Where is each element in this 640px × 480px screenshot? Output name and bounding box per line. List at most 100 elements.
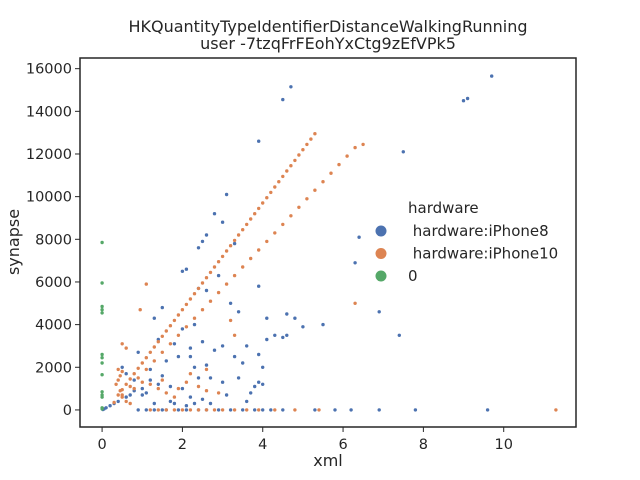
data-point-s1-35 [253,212,257,216]
x-tick-label-4: 8 [419,437,428,453]
data-point-s0-15 [184,267,189,271]
data-point-s0-78 [160,408,164,412]
data-point-s1-46 [297,153,301,157]
data-point-s0-34 [220,344,225,348]
data-point-s1-50 [313,132,317,136]
data-point-s1-13 [164,329,168,333]
data-point-s0-22 [293,316,297,320]
data-point-s0-29 [265,337,269,342]
data-point-s0-104 [216,273,221,278]
data-point-s0-96 [485,408,490,412]
data-point-s2-7 [100,361,104,365]
chart-subtitle: user -7tzqFrFEohYxCtg9zEfVPk5 [200,34,456,53]
chart-title: HKQuantityTypeIdentifierDistanceWalkingR… [128,17,527,36]
data-point-s2-11 [100,395,104,399]
data-point-s1-111 [204,408,209,412]
data-point-s0-37 [192,365,197,369]
data-point-s1-65 [232,273,237,278]
data-point-s1-45 [293,158,297,163]
legend: hardware hardware:iPhone8 hardware:iPhon… [375,199,558,285]
data-point-s0-59 [253,384,257,389]
data-points [100,74,558,412]
data-point-s1-121 [132,386,136,391]
data-point-s2-6 [100,356,104,360]
data-point-s1-89 [116,378,120,382]
data-point-s0-3 [461,99,466,103]
legend-label-0: hardware:iPhone8 [408,222,549,240]
data-point-s1-38 [265,196,269,200]
data-point-s1-27 [220,254,225,259]
y-tick-label-0: 0 [63,403,72,419]
data-point-s1-63 [216,290,221,295]
data-point-s1-81 [361,142,365,147]
data-point-s1-23 [204,276,209,280]
data-point-s0-23 [285,333,289,337]
data-point-s1-108 [180,408,185,412]
data-point-s0-91 [313,408,317,412]
data-point-s0-13 [357,235,361,239]
data-point-s0-71 [172,401,177,406]
legend-marker-0 [375,225,387,237]
data-point-s1-77 [329,171,333,175]
x-tick-label-3: 6 [338,437,347,453]
data-point-s0-110 [168,399,173,404]
data-point-s0-75 [136,408,140,412]
legend-marker-1 [375,248,387,259]
legend-label-2: 0 [408,267,418,285]
data-point-s1-8 [144,356,148,360]
data-point-s0-102 [164,359,168,363]
data-point-s1-36 [257,206,261,211]
data-point-s0-32 [188,346,193,350]
y-tick-label-6: 12000 [26,147,72,163]
data-point-s1-69 [265,239,269,244]
data-point-s1-128 [204,367,209,372]
data-point-s0-60 [257,380,261,384]
x-tick-label-0: 0 [97,437,106,453]
data-point-s1-49 [309,137,313,141]
data-point-s0-44 [124,372,128,376]
data-point-s1-119 [317,408,321,412]
data-point-s1-41 [277,180,281,184]
data-point-s0-93 [349,408,353,412]
data-point-s0-52 [140,393,144,397]
data-point-s0-18 [204,288,209,293]
y-axis-ticks: 0 2000 4000 6000 8000 10000 12000 14000 16000 [26,62,80,419]
data-point-s1-64 [224,282,229,286]
data-point-s1-94 [128,401,132,406]
data-point-s1-54 [144,367,148,372]
data-point-s0-47 [160,374,164,378]
y-tick-label-1: 2000 [35,360,72,376]
data-point-s1-125 [216,391,221,395]
data-point-s1-87 [120,369,124,374]
data-point-s0-85 [228,408,233,412]
data-point-s0-54 [200,397,205,401]
data-point-s1-14 [168,324,173,328]
data-point-s0-8 [212,212,217,216]
data-point-s1-55 [152,359,156,363]
data-point-s1-16 [176,313,181,317]
data-point-s0-57 [236,376,241,380]
data-point-s1-44 [289,164,293,168]
data-point-s0-27 [273,333,277,337]
data-point-s0-106 [236,310,241,314]
data-point-s1-4 [128,377,132,381]
y-tick-label-3: 6000 [35,275,72,291]
data-point-s0-111 [224,393,229,397]
data-point-s0-4 [465,96,470,101]
data-point-s1-98 [172,395,177,399]
data-point-s0-48 [156,382,160,386]
data-point-s0-112 [245,399,249,404]
data-point-s0-24 [397,333,401,337]
y-axis-label: synapse [4,209,23,275]
data-point-s0-38 [232,354,237,359]
data-point-s1-67 [249,256,253,261]
data-point-s1-66 [241,265,245,269]
legend-marker-2 [375,270,387,282]
data-point-s0-63 [108,404,112,408]
data-point-s0-9 [204,233,209,237]
data-point-s0-0 [490,74,494,78]
data-point-s0-68 [124,395,128,399]
data-point-s1-123 [188,372,193,376]
data-point-s2-0 [100,240,104,245]
data-point-s0-73 [192,401,197,406]
